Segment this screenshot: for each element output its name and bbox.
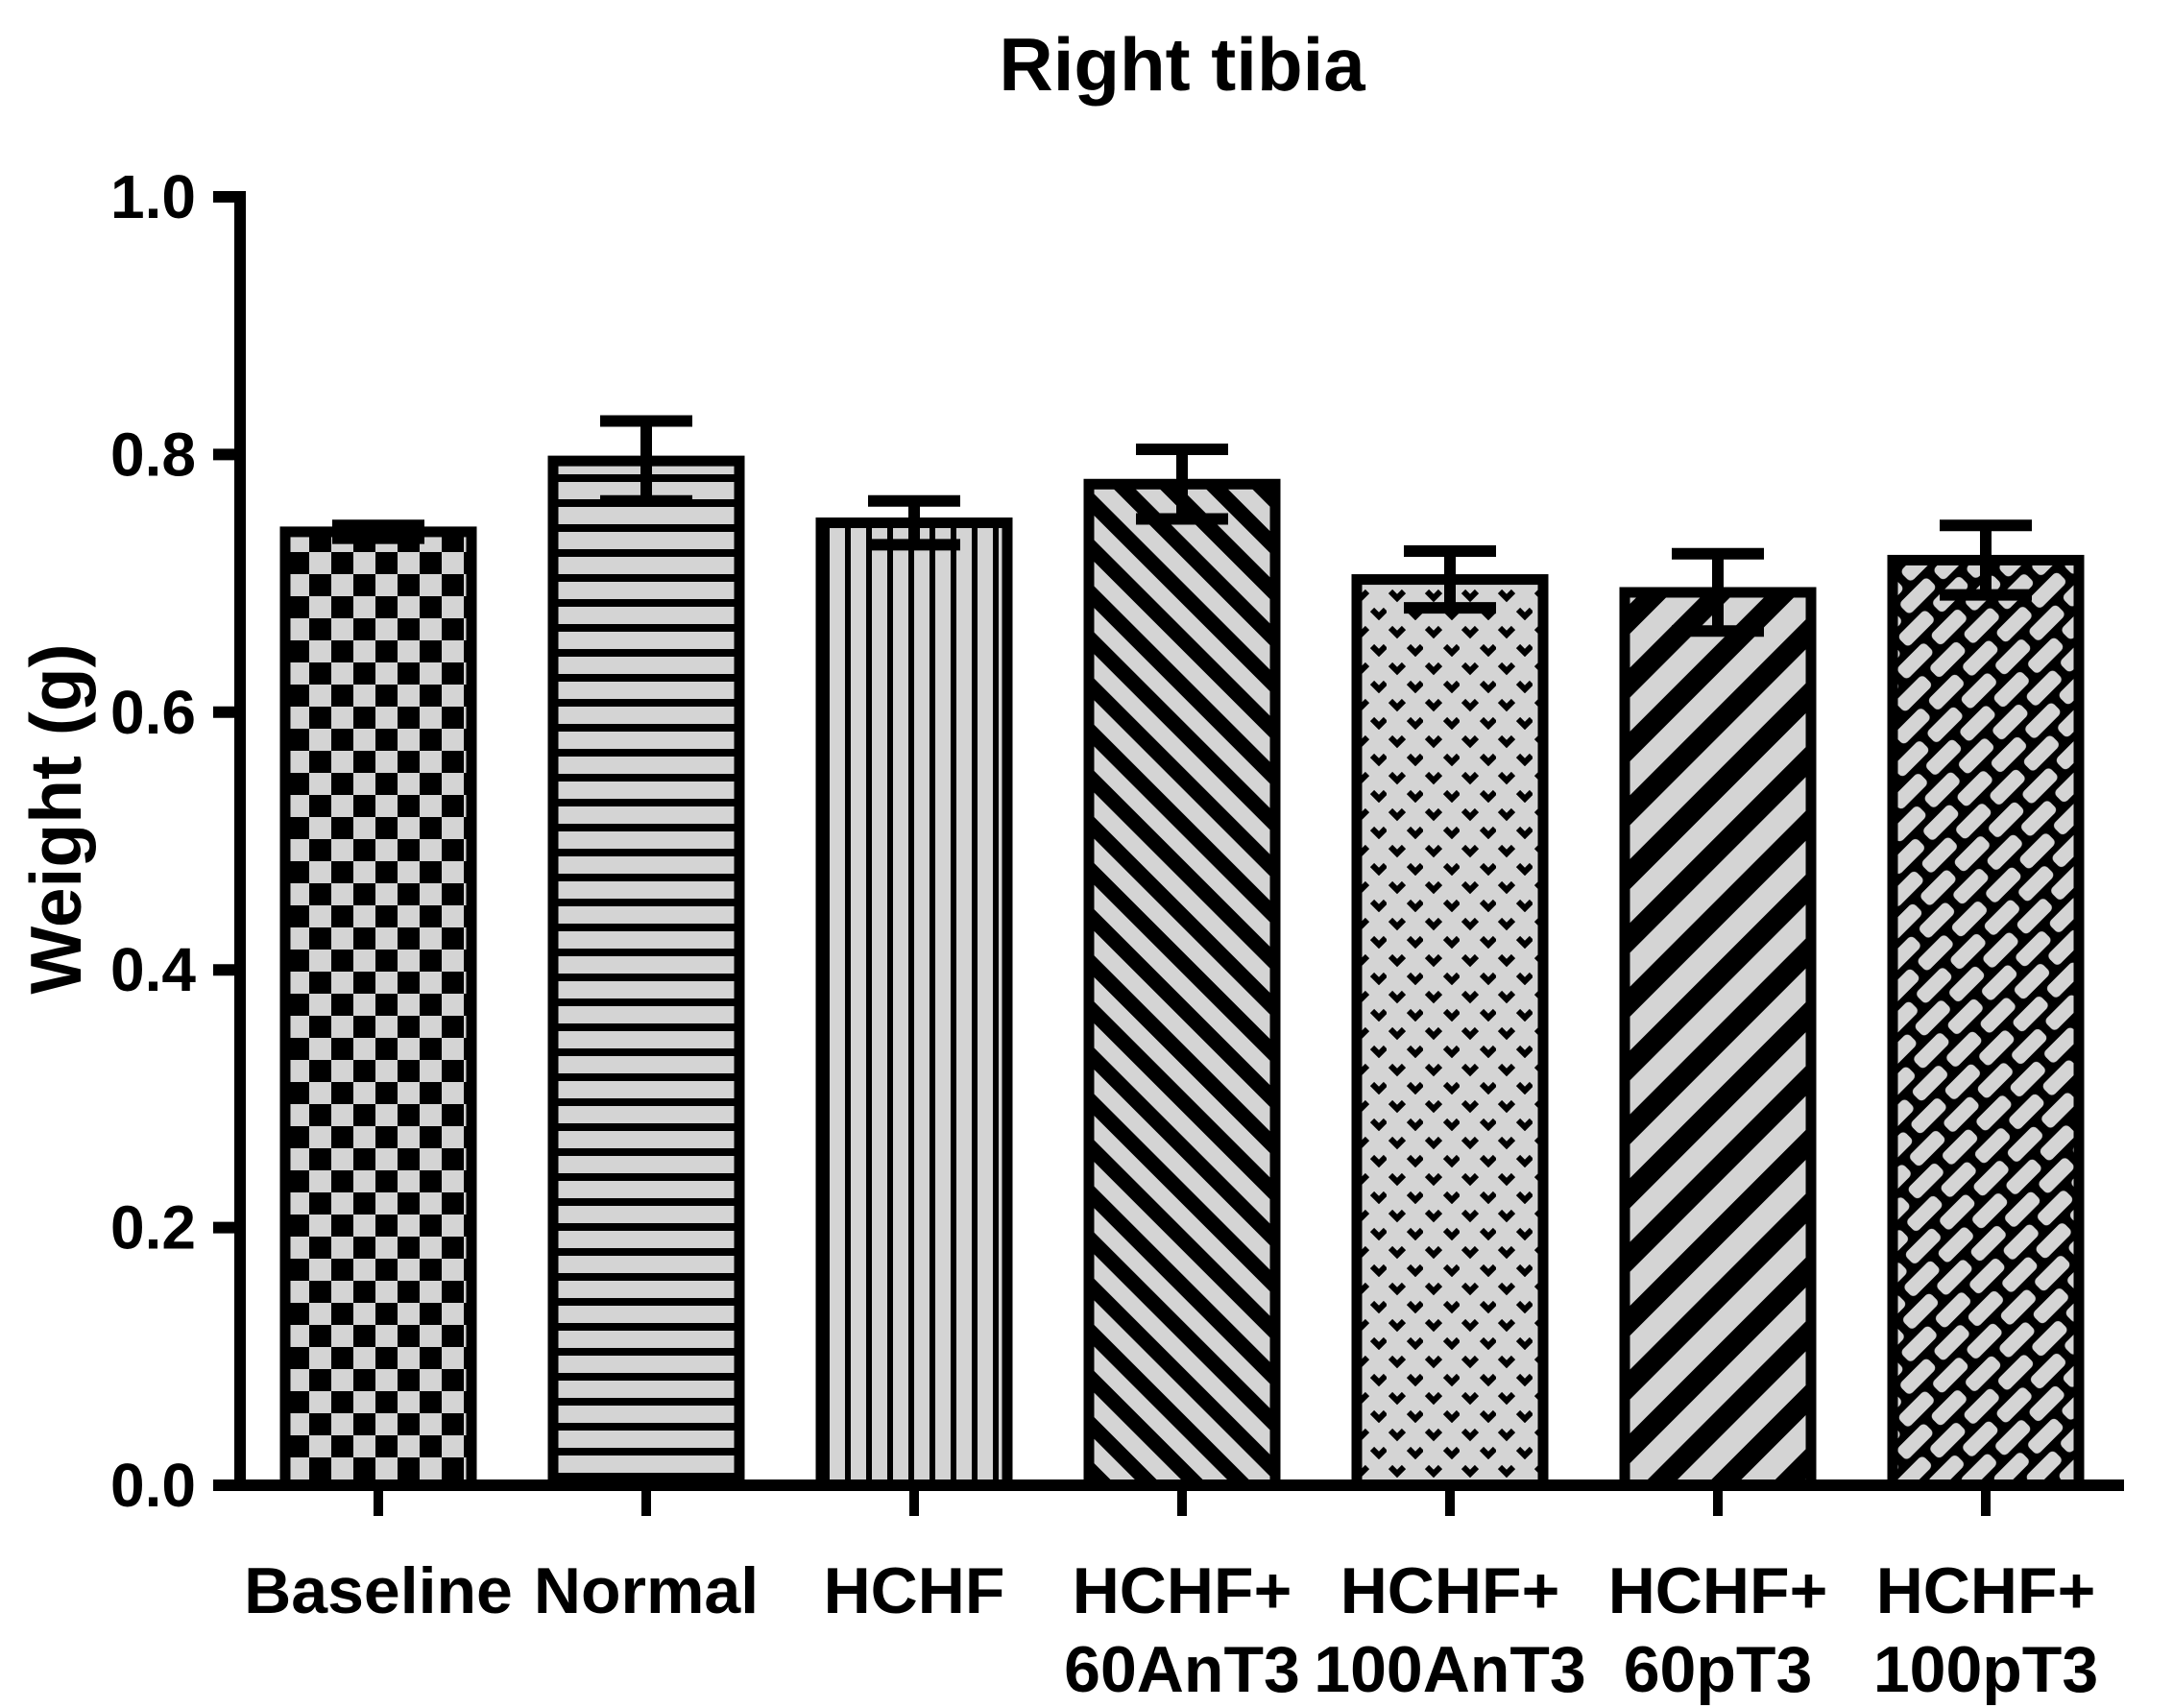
- error-bar: [868, 494, 960, 551]
- error-bar: [1136, 444, 1228, 525]
- x-category-label: HCHF+ 100AnT3: [1314, 1554, 1585, 1706]
- error-bar: [332, 519, 424, 544]
- x-category-label: HCHF: [824, 1554, 1005, 1627]
- bar-normal: [547, 455, 745, 1491]
- y-tick-label: 0.2: [110, 1193, 196, 1263]
- y-tick-label: 0.8: [110, 420, 196, 489]
- y-tick-label: 0.0: [110, 1451, 196, 1520]
- x-category-label: HCHF+ 60pT3: [1608, 1554, 1828, 1706]
- bar-hchf-60pt3: [1619, 587, 1817, 1491]
- x-category-label: Normal: [534, 1554, 759, 1627]
- error-bar: [1404, 545, 1496, 614]
- chart-title: Right tibia: [999, 22, 1365, 107]
- bar-hchf-100pt3: [1887, 554, 2085, 1491]
- x-category-label: HCHF+ 60AnT3: [1064, 1554, 1300, 1706]
- bar-hchf-100ant3: [1351, 574, 1549, 1491]
- y-tick-label: 1.0: [110, 162, 196, 231]
- error-bar: [600, 415, 692, 507]
- error-bar: [1672, 547, 1764, 637]
- y-axis-label: Weight (g): [15, 643, 96, 995]
- x-category-label: HCHF+ 100pT3: [1873, 1554, 2098, 1706]
- bar-hchf: [815, 517, 1013, 1491]
- x-category-label: Baseline: [244, 1554, 513, 1627]
- error-bar: [1940, 519, 2032, 601]
- bar-hchf-60ant3: [1083, 478, 1281, 1491]
- y-tick-label: 0.6: [110, 678, 196, 747]
- bar-baseline: [279, 526, 477, 1491]
- y-tick-label: 0.4: [110, 935, 196, 1004]
